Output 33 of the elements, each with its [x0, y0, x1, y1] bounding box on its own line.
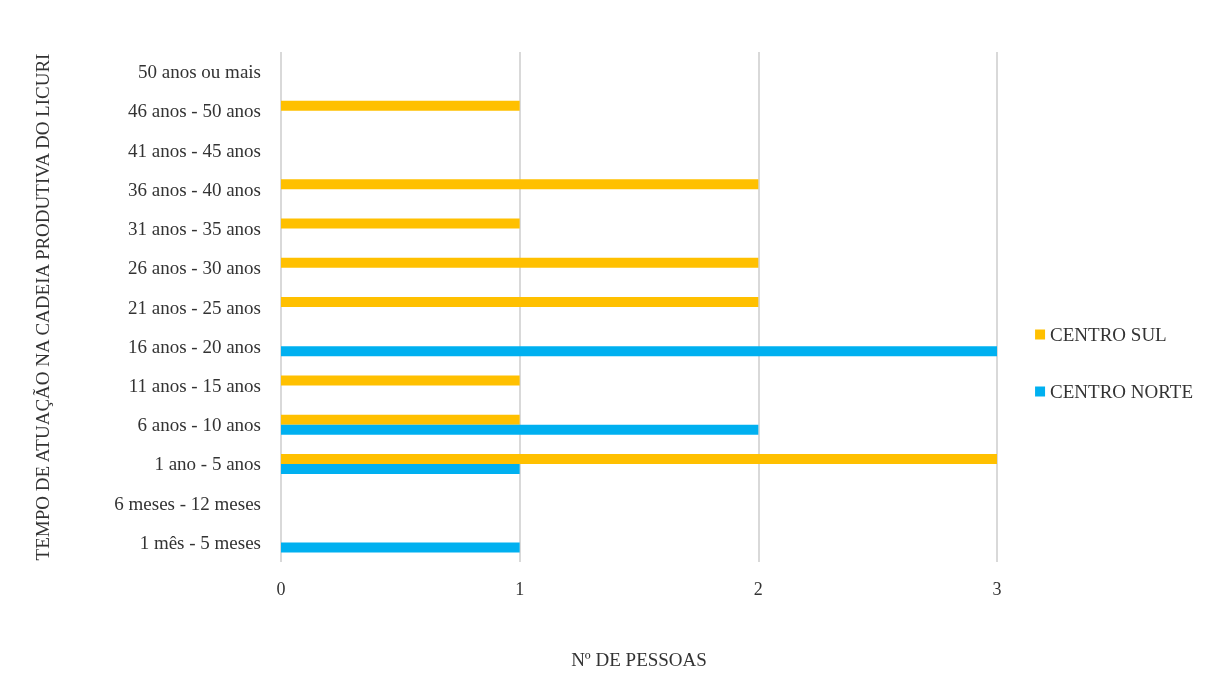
y-tick-label: 31 anos - 35 anos [128, 218, 261, 240]
x-tick-label: 3 [992, 579, 1002, 599]
y-tick-label: 41 anos - 45 anos [128, 139, 261, 161]
bar [281, 257, 759, 268]
y-tick-label: 46 anos - 50 anos [128, 100, 261, 122]
bar [281, 414, 520, 425]
x-axis-title: Nº DE PESSOAS [571, 649, 707, 670]
legend-label: CENTRO SUL [1050, 324, 1167, 345]
bar [281, 424, 759, 435]
bar [281, 179, 759, 190]
y-tick-label: 36 anos - 40 anos [128, 178, 261, 200]
y-tick-label: 6 meses - 12 meses [114, 492, 261, 514]
y-tick-label: 1 mês - 5 meses [139, 531, 261, 553]
bar [281, 218, 520, 229]
bar [281, 453, 997, 464]
y-tick-label: 26 anos - 30 anos [128, 257, 261, 279]
x-tick-label: 2 [753, 579, 763, 599]
bar [281, 463, 520, 474]
x-tick-label: 1 [515, 579, 525, 599]
y-tick-label: 11 anos - 15 anos [128, 374, 261, 396]
y-tick-label: 50 anos ou mais [138, 61, 261, 83]
bar [281, 346, 997, 357]
bar [281, 375, 520, 386]
y-axis-title: TEMPO DE ATUAÇÃO NA CADEIA PRODUTIVA DO LICURI [31, 53, 53, 561]
y-tick-label: 6 anos - 10 anos [137, 414, 261, 436]
x-tick-label: 0 [276, 579, 286, 599]
y-tick-label: 16 anos - 20 anos [128, 335, 261, 357]
bar [281, 100, 520, 111]
y-tick-label: 1 ano - 5 anos [154, 453, 261, 475]
bar [281, 542, 520, 553]
y-tick-label: 21 anos - 25 anos [128, 296, 261, 318]
bar [281, 297, 759, 307]
legend-label: CENTRO NORTE [1050, 381, 1193, 402]
